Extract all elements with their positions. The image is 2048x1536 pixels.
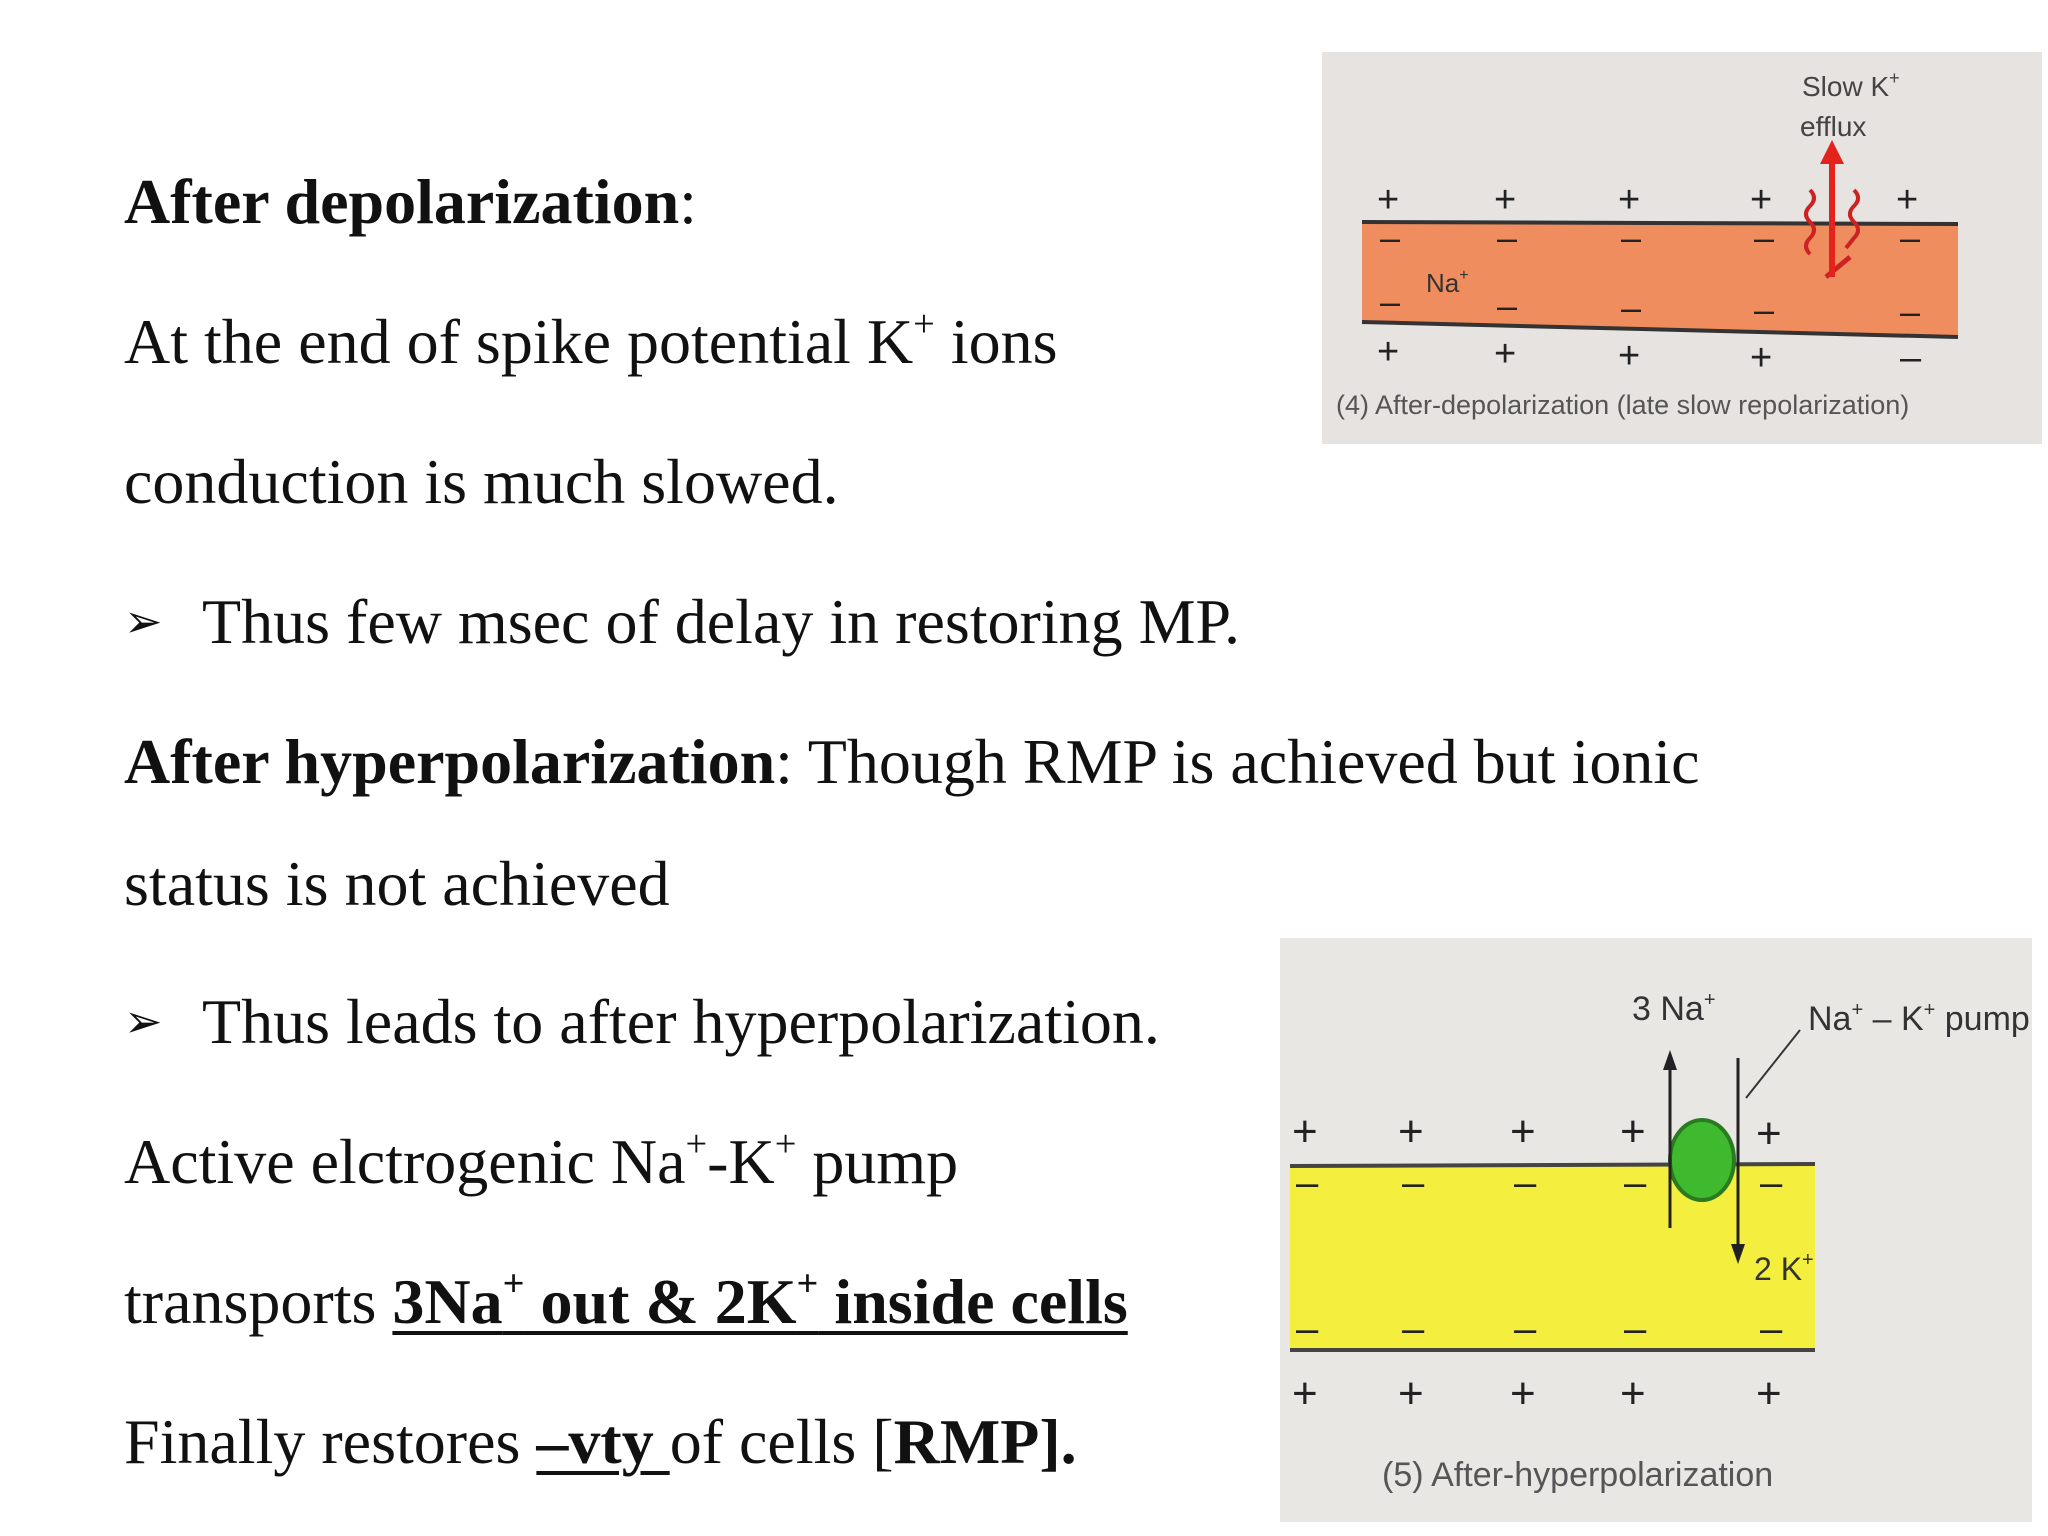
svg-text:+: + bbox=[1750, 337, 1772, 379]
svg-text:+: + bbox=[1377, 331, 1399, 373]
svg-text:+: + bbox=[1292, 1107, 1318, 1156]
inner-minus-bottom: – – – – – bbox=[1296, 1307, 1783, 1351]
svg-text:–: – bbox=[1402, 1307, 1425, 1351]
svg-text:–: – bbox=[1514, 1307, 1537, 1351]
svg-text:–: – bbox=[1624, 1161, 1647, 1205]
inner-minus-top: – – – – – bbox=[1380, 217, 1920, 258]
svg-text:+: + bbox=[1494, 333, 1516, 375]
svg-text:–: – bbox=[1621, 217, 1641, 258]
svg-text:–: – bbox=[1900, 217, 1920, 258]
negativity-emphasis: –vty bbox=[536, 1406, 670, 1477]
svg-text:–: – bbox=[1380, 217, 1400, 258]
svg-text:+: + bbox=[1618, 179, 1640, 221]
k-in-arrow-icon bbox=[1731, 1058, 1745, 1264]
after-hyperpolarization-title: After hyperpolarization bbox=[124, 726, 776, 797]
svg-text:+: + bbox=[1750, 179, 1772, 221]
top-plus-signs: + + + + + bbox=[1377, 179, 1918, 221]
svg-text:–: – bbox=[1900, 291, 1920, 332]
svg-text:–: – bbox=[1296, 1307, 1319, 1351]
svg-text:–: – bbox=[1624, 1307, 1647, 1351]
inner-minus-bottom: – – – – – bbox=[1380, 281, 1920, 332]
svg-text:+: + bbox=[1620, 1107, 1646, 1156]
svg-text:+: + bbox=[1618, 335, 1640, 377]
svg-text:+: + bbox=[1292, 1369, 1318, 1418]
svg-text:–: – bbox=[1514, 1161, 1537, 1205]
na-out-arrow-icon bbox=[1663, 1050, 1677, 1228]
na-label: Na+ bbox=[1426, 267, 1469, 298]
after-depolarization-diagram: + + + + + – – – – – – – – – – + + + + – bbox=[1322, 52, 2042, 444]
text-line-transports: transports 3Na+ out & 2K+ inside cells bbox=[124, 1263, 1128, 1337]
text-line-spike-potential: At the end of spike potential K+ ions bbox=[124, 303, 1058, 377]
efflux-label: efflux bbox=[1800, 111, 1866, 142]
na-k-pump-icon bbox=[1668, 1118, 1736, 1202]
k-in-label: 2 K+ bbox=[1754, 1249, 1814, 1287]
figure-after-depolarization: + + + + + – – – – – – – – – – + + + + – bbox=[1322, 52, 2042, 444]
bottom-plus-signs: + + + + + bbox=[1292, 1369, 1782, 1418]
text-line-pump: Active elctrogenic Na+-K+ pump bbox=[124, 1123, 959, 1197]
na-out-label: 3 Na+ bbox=[1632, 989, 1716, 1028]
figure2-caption: (5) After-hyperpolarization bbox=[1382, 1456, 1773, 1494]
k-efflux-arrow-icon bbox=[1820, 140, 1844, 277]
figure1-caption: (4) After-depolarization (late slow repo… bbox=[1336, 390, 1909, 420]
svg-text:–: – bbox=[1760, 1161, 1783, 1205]
membrane-band bbox=[1290, 1165, 1815, 1350]
svg-text:–: – bbox=[1380, 281, 1400, 322]
svg-text:+: + bbox=[1377, 179, 1399, 221]
svg-text:–: – bbox=[1497, 217, 1517, 258]
after-hyperpolarization-diagram: + + + + + – – – – – – – – – – + + + + + bbox=[1280, 938, 2032, 1522]
svg-text:+: + bbox=[1398, 1369, 1424, 1418]
svg-text:+: + bbox=[1494, 179, 1516, 221]
transport-emphasis: 3Na+ out & 2K+ inside cells bbox=[392, 1263, 1128, 1337]
svg-text:+: + bbox=[1510, 1369, 1536, 1418]
text-line-restores: Finally restores –vty of cells [RMP]. bbox=[124, 1406, 1077, 1477]
top-plus-signs: + + + + + bbox=[1292, 1107, 1782, 1158]
bottom-outside-signs: + + + + – bbox=[1377, 331, 1922, 379]
svg-text:–: – bbox=[1754, 217, 1774, 258]
svg-text:+: + bbox=[1398, 1107, 1424, 1156]
svg-text:–: – bbox=[1296, 1161, 1319, 1205]
svg-text:–: – bbox=[1760, 1307, 1783, 1351]
svg-text:–: – bbox=[1497, 285, 1517, 326]
svg-text:+: + bbox=[1620, 1369, 1646, 1418]
slow-k-label: Slow K+ bbox=[1802, 68, 1900, 102]
after-depolarization-title: After depolarization bbox=[124, 166, 680, 237]
svg-text:+: + bbox=[1756, 1109, 1782, 1158]
svg-text:+: + bbox=[1756, 1369, 1782, 1418]
svg-text:–: – bbox=[1754, 289, 1774, 330]
svg-text:+: + bbox=[1896, 179, 1918, 221]
text-line-conduction: conduction is much slowed. bbox=[124, 446, 839, 517]
bullet-arrow-icon: ➢ bbox=[124, 996, 163, 1047]
svg-text:–: – bbox=[1621, 287, 1641, 328]
heading-after-hyperpolarization: After hyperpolarization: Though RMP is a… bbox=[124, 726, 1700, 797]
bullet-delay: ➢ Thus few msec of delay in restoring MP. bbox=[124, 586, 1241, 657]
svg-text:–: – bbox=[1402, 1161, 1425, 1205]
figure-after-hyperpolarization: + + + + + – – – – – – – – – – + + + + + bbox=[1280, 938, 2032, 1522]
inner-minus-top: – – – – – bbox=[1296, 1161, 1783, 1205]
pump-label: Na+ – K+ pump bbox=[1808, 999, 2030, 1038]
svg-text:+: + bbox=[1510, 1107, 1536, 1156]
bullet-arrow-icon: ➢ bbox=[124, 596, 163, 647]
svg-text:–: – bbox=[1900, 337, 1922, 379]
heading-after-depolarization: After depolarization: bbox=[124, 166, 697, 237]
text-line-ionic-status: status is not achieved bbox=[124, 848, 670, 919]
bullet-hyperpolarization: ➢ Thus leads to after hyperpolarization. bbox=[124, 986, 1160, 1057]
